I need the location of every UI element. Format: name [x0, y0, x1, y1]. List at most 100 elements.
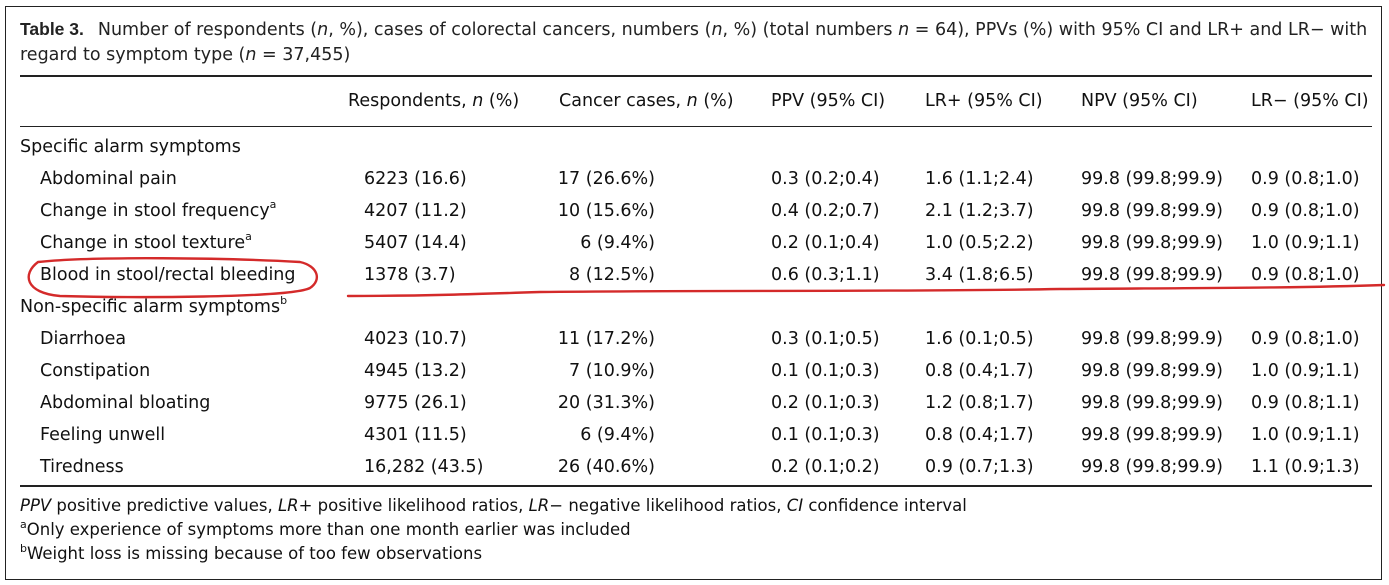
- footnote-marker: b: [280, 294, 288, 308]
- table-cell-lrp: 2.1 (1.2;3.7): [925, 201, 1034, 221]
- text-run: LR+ (95% CI): [925, 91, 1043, 111]
- footnote-marker: a: [245, 230, 252, 244]
- row-label-text: Abdominal bloating: [40, 393, 211, 413]
- table-cell-lrp: 0.8 (0.4;1.7): [925, 361, 1034, 381]
- table-cell-lrm: 0.9 (0.8;1.0): [1251, 169, 1360, 189]
- table-cell-respondents: 4945 (13.2): [364, 361, 467, 381]
- row-label: Abdominal pain: [40, 168, 177, 190]
- table-cell-npv: 99.8 (99.8;99.9): [1081, 361, 1224, 381]
- table-label: Table 3.: [20, 19, 84, 39]
- table-cell-cancer: 8 (12.5%): [569, 265, 655, 285]
- text-run: LR− (95% CI): [1251, 91, 1369, 111]
- table-cell-ppv: 0.3 (0.1;0.5): [771, 329, 880, 349]
- table-cell-lrm: 1.0 (0.9;1.1): [1251, 361, 1360, 381]
- header-rule: [20, 126, 1372, 127]
- text-run: (%): [483, 91, 520, 111]
- section-heading: Specific alarm symptoms: [20, 136, 241, 158]
- table-cell-cancer: 11 (17.2%): [557, 329, 655, 349]
- row-label-text: Constipation: [40, 361, 151, 381]
- row-label-text: Feeling unwell: [40, 425, 166, 445]
- table-cell-respondents: 4301 (11.5): [364, 425, 467, 445]
- row-label-text: Blood in stool/rectal bleeding: [40, 265, 296, 285]
- table-cell-ppv: 0.3 (0.2;0.4): [771, 169, 880, 189]
- table-cell-lrp: 1.6 (1.1;2.4): [925, 169, 1034, 189]
- italic-text: n: [711, 20, 723, 40]
- row-label: Change in stool frequencya: [40, 199, 276, 222]
- table-cell-cancer: 7 (10.9%): [569, 361, 655, 381]
- table-cell-cancer: 20 (31.3%): [557, 393, 655, 413]
- row-label: Tiredness: [40, 456, 124, 478]
- row-label: Diarrhoea: [40, 328, 126, 350]
- italic-text: n: [472, 91, 484, 111]
- caption-text: Number of respondents (n, %), cases of c…: [20, 20, 1367, 65]
- table-cell-ppv: 0.4 (0.2;0.7): [771, 201, 880, 221]
- table-cell-lrp: 1.6 (0.1;0.5): [925, 329, 1034, 349]
- table-cell-npv: 99.8 (99.8;99.9): [1081, 393, 1224, 413]
- text-run: = 64), PPVs (%) with 95% CI and LR+ and …: [20, 20, 1368, 65]
- table-cell-npv: 99.8 (99.8;99.9): [1081, 265, 1224, 285]
- table-cell-ppv: 0.6 (0.3;1.1): [771, 265, 880, 285]
- table-cell-npv: 99.8 (99.8;99.9): [1081, 233, 1224, 253]
- table-cell-lrm: 0.9 (0.8;1.0): [1251, 201, 1360, 221]
- table-cell-respondents: 9775 (26.1): [364, 393, 467, 413]
- italic-text: n: [686, 91, 698, 111]
- table-cell-npv: 99.8 (99.8;99.9): [1081, 329, 1224, 349]
- text-run: confidence interval: [803, 496, 967, 515]
- row-label-text: Change in stool texture: [40, 233, 246, 253]
- table-cell-respondents: 5407 (14.4): [364, 233, 467, 253]
- italic-text: LR+: [277, 496, 313, 515]
- row-label: Feeling unwell: [40, 424, 165, 446]
- table-caption: Table 3. Number of respondents (n, %), ca…: [20, 17, 1370, 68]
- text-run: , %), cases of colorectal cancers, numbe…: [328, 20, 712, 40]
- row-label: Blood in stool/rectal bleeding: [40, 264, 296, 286]
- table-cell-lrm: 0.9 (0.8;1.0): [1251, 329, 1360, 349]
- table-cell-respondents: 4023 (10.7): [364, 329, 467, 349]
- text-run: Number of respondents (: [97, 20, 318, 40]
- footnote-line: bWeight loss is missing because of too f…: [20, 542, 967, 566]
- text-run: Respondents,: [348, 91, 473, 111]
- table-cell-respondents: 4207 (11.2): [364, 201, 467, 221]
- table-cell-lrm: 1.0 (0.9;1.1): [1251, 425, 1360, 445]
- text-run: PPV (95% CI): [771, 91, 886, 111]
- italic-text: LR−: [528, 496, 564, 515]
- footnotes: PPV positive predictive values, LR+ posi…: [20, 494, 967, 566]
- table-cell-respondents: 6223 (16.6): [364, 169, 467, 189]
- table-cell-cancer: 10 (15.6%): [557, 201, 655, 221]
- footnote-line: aOnly experience of symptoms more than o…: [20, 518, 967, 542]
- column-header-cancer: Cancer cases, n (%): [559, 90, 734, 112]
- text-run: Weight loss is missing because of too fe…: [26, 544, 483, 563]
- table-cell-respondents: 16,282 (43.5): [364, 457, 484, 477]
- text-run: = 37,455): [256, 45, 351, 65]
- table-cell-npv: 99.8 (99.8;99.9): [1081, 169, 1224, 189]
- table-cell-lrp: 1.2 (0.8;1.7): [925, 393, 1034, 413]
- table-cell-ppv: 0.2 (0.1;0.3): [771, 393, 880, 413]
- row-label-text: Tiredness: [40, 457, 124, 477]
- table-cell-lrm: 1.1 (0.9;1.3): [1251, 457, 1360, 477]
- bottom-rule: [20, 485, 1372, 487]
- italic-text: n: [317, 20, 329, 40]
- text-run: Only experience of symptoms more than on…: [26, 520, 631, 539]
- row-label: Constipation: [40, 360, 150, 382]
- table-cell-lrp: 1.0 (0.5;2.2): [925, 233, 1034, 253]
- table-cell-lrm: 0.9 (0.8;1.1): [1251, 393, 1360, 413]
- column-header-lrm: LR− (95% CI): [1251, 90, 1369, 112]
- table-cell-npv: 99.8 (99.8;99.9): [1081, 457, 1224, 477]
- table-cell-ppv: 0.1 (0.1;0.3): [771, 361, 880, 381]
- row-label: Abdominal bloating: [40, 392, 210, 414]
- row-label: Change in stool texturea: [40, 230, 252, 254]
- table-cell-ppv: 0.2 (0.1;0.4): [771, 233, 880, 253]
- table-cell-lrp: 3.4 (1.8;6.5): [925, 265, 1034, 285]
- row-label-text: Diarrhoea: [40, 329, 127, 349]
- italic-text: n: [898, 20, 910, 40]
- top-rule: [20, 75, 1372, 77]
- table-cell-ppv: 0.2 (0.1;0.2): [771, 457, 880, 477]
- text-run: positive likelihood ratios,: [312, 496, 529, 515]
- text-run: (%): [697, 91, 734, 111]
- table-cell-cancer: 6 (9.4%): [580, 425, 655, 445]
- italic-text: n: [245, 45, 257, 65]
- table-cell-lrp: 0.8 (0.4;1.7): [925, 425, 1034, 445]
- italic-text: PPV: [20, 496, 52, 515]
- column-header-npv: NPV (95% CI): [1081, 90, 1198, 112]
- table-cell-cancer: 26 (40.6%): [557, 457, 655, 477]
- table-cell-cancer: 6 (9.4%): [580, 233, 655, 253]
